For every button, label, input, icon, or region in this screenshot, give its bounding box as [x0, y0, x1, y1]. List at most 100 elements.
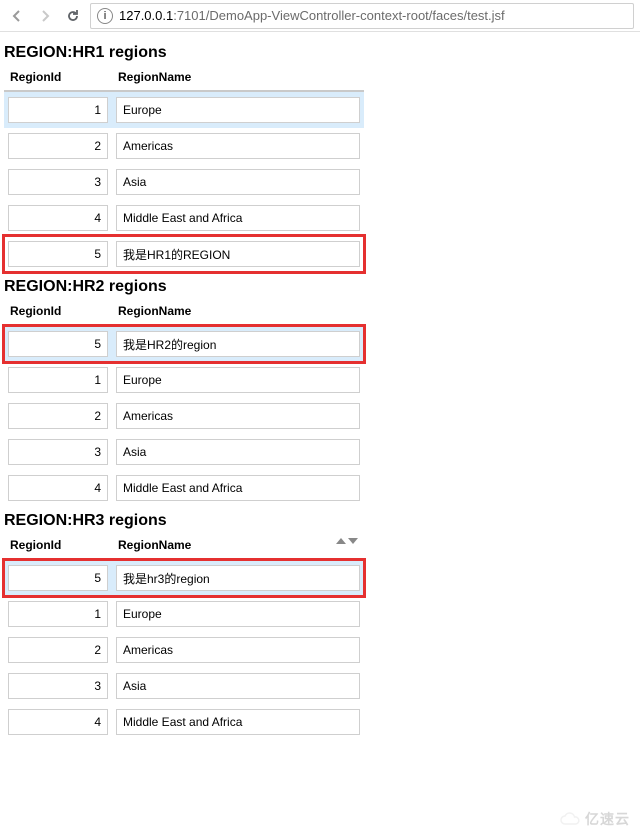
- cloud-icon: [559, 811, 581, 827]
- cell-region-id: [4, 92, 112, 128]
- cell-region-id: [4, 668, 112, 704]
- cell-region-id: [4, 326, 112, 362]
- cell-region-name: [112, 236, 364, 272]
- sort-asc-icon[interactable]: [336, 538, 346, 544]
- table-row[interactable]: [4, 470, 364, 506]
- region-name-input[interactable]: [116, 475, 360, 501]
- region-id-input[interactable]: [8, 565, 108, 591]
- cell-region-name: [112, 704, 364, 740]
- cell-region-name: [112, 326, 364, 362]
- region-name-input[interactable]: [116, 565, 360, 591]
- table-row[interactable]: [4, 632, 364, 668]
- cell-region-name: [112, 128, 364, 164]
- sort-desc-icon[interactable]: [348, 538, 358, 544]
- table-row[interactable]: [4, 164, 364, 200]
- cell-region-name: [112, 596, 364, 632]
- region-name-input[interactable]: [116, 169, 360, 195]
- region-id-input[interactable]: [8, 673, 108, 699]
- cell-region-name: [112, 362, 364, 398]
- table-row[interactable]: [4, 704, 364, 740]
- cell-region-id: [4, 128, 112, 164]
- cell-region-id: [4, 398, 112, 434]
- cell-region-id: [4, 704, 112, 740]
- region-id-input[interactable]: [8, 475, 108, 501]
- url-port: :7101: [173, 8, 206, 23]
- reload-button[interactable]: [62, 5, 84, 27]
- region-name-input[interactable]: [116, 205, 360, 231]
- sort-icons[interactable]: [336, 538, 358, 544]
- col-header-region-id[interactable]: RegionId: [4, 298, 112, 326]
- table-row[interactable]: [4, 668, 364, 704]
- region-id-input[interactable]: [8, 637, 108, 663]
- region-name-input[interactable]: [116, 637, 360, 663]
- region-id-input[interactable]: [8, 439, 108, 465]
- back-button[interactable]: [6, 5, 28, 27]
- region-name-input[interactable]: [116, 673, 360, 699]
- cell-region-name: [112, 200, 364, 236]
- cell-region-name: [112, 668, 364, 704]
- region-id-input[interactable]: [8, 205, 108, 231]
- cell-region-id: [4, 632, 112, 668]
- region-id-input[interactable]: [8, 133, 108, 159]
- url-bar[interactable]: i 127.0.0.1:7101/DemoApp-ViewController-…: [90, 3, 634, 29]
- region-id-input[interactable]: [8, 97, 108, 123]
- region-name-input[interactable]: [116, 331, 360, 357]
- region-id-input[interactable]: [8, 601, 108, 627]
- region-table: RegionIdRegionName: [4, 64, 364, 272]
- table-row[interactable]: [4, 92, 364, 128]
- url-text: 127.0.0.1:7101/DemoApp-ViewController-co…: [119, 8, 505, 23]
- section-title: REGION:HR1 regions: [4, 44, 396, 62]
- watermark-text: 亿速云: [585, 809, 630, 829]
- table-row[interactable]: [4, 362, 364, 398]
- table-row[interactable]: [4, 200, 364, 236]
- cell-region-id: [4, 470, 112, 506]
- region-name-input[interactable]: [116, 403, 360, 429]
- region-name-input[interactable]: [116, 241, 360, 267]
- info-icon: i: [97, 8, 113, 24]
- cell-region-name: [112, 164, 364, 200]
- url-host: 127.0.0.1: [119, 8, 173, 23]
- reload-icon: [65, 8, 81, 24]
- forward-button[interactable]: [34, 5, 56, 27]
- region-id-input[interactable]: [8, 403, 108, 429]
- table-row[interactable]: [4, 434, 364, 470]
- cell-region-id: [4, 200, 112, 236]
- cell-region-id: [4, 560, 112, 596]
- cell-region-id: [4, 434, 112, 470]
- region-id-input[interactable]: [8, 367, 108, 393]
- region-id-input[interactable]: [8, 169, 108, 195]
- page-content: REGION:HR1 regionsRegionIdRegionNameREGI…: [0, 32, 400, 760]
- region-name-input[interactable]: [116, 133, 360, 159]
- table-row[interactable]: [4, 596, 364, 632]
- region-name-input[interactable]: [116, 97, 360, 123]
- arrow-left-icon: [9, 8, 25, 24]
- region-id-input[interactable]: [8, 709, 108, 735]
- col-header-region-id[interactable]: RegionId: [4, 64, 112, 92]
- cell-region-name: [112, 398, 364, 434]
- cell-region-name: [112, 92, 364, 128]
- table-row[interactable]: [4, 236, 364, 272]
- col-header-region-name[interactable]: RegionName: [112, 64, 364, 92]
- col-header-region-name[interactable]: RegionName: [112, 532, 364, 560]
- region-name-input[interactable]: [116, 601, 360, 627]
- cell-region-id: [4, 362, 112, 398]
- col-header-region-id[interactable]: RegionId: [4, 532, 112, 560]
- table-row[interactable]: [4, 560, 364, 596]
- table-row[interactable]: [4, 398, 364, 434]
- cell-region-name: [112, 434, 364, 470]
- table-row[interactable]: [4, 128, 364, 164]
- cell-region-id: [4, 236, 112, 272]
- table-row[interactable]: [4, 326, 364, 362]
- region-id-input[interactable]: [8, 331, 108, 357]
- cell-region-id: [4, 596, 112, 632]
- region-name-input[interactable]: [116, 439, 360, 465]
- region-name-input[interactable]: [116, 367, 360, 393]
- url-path: /DemoApp-ViewController-context-root/fac…: [206, 8, 505, 23]
- section-title: REGION:HR3 regions: [4, 512, 396, 530]
- region-name-input[interactable]: [116, 709, 360, 735]
- arrow-right-icon: [37, 8, 53, 24]
- section-title: REGION:HR2 regions: [4, 278, 396, 296]
- region-id-input[interactable]: [8, 241, 108, 267]
- cell-region-id: [4, 164, 112, 200]
- col-header-region-name[interactable]: RegionName: [112, 298, 364, 326]
